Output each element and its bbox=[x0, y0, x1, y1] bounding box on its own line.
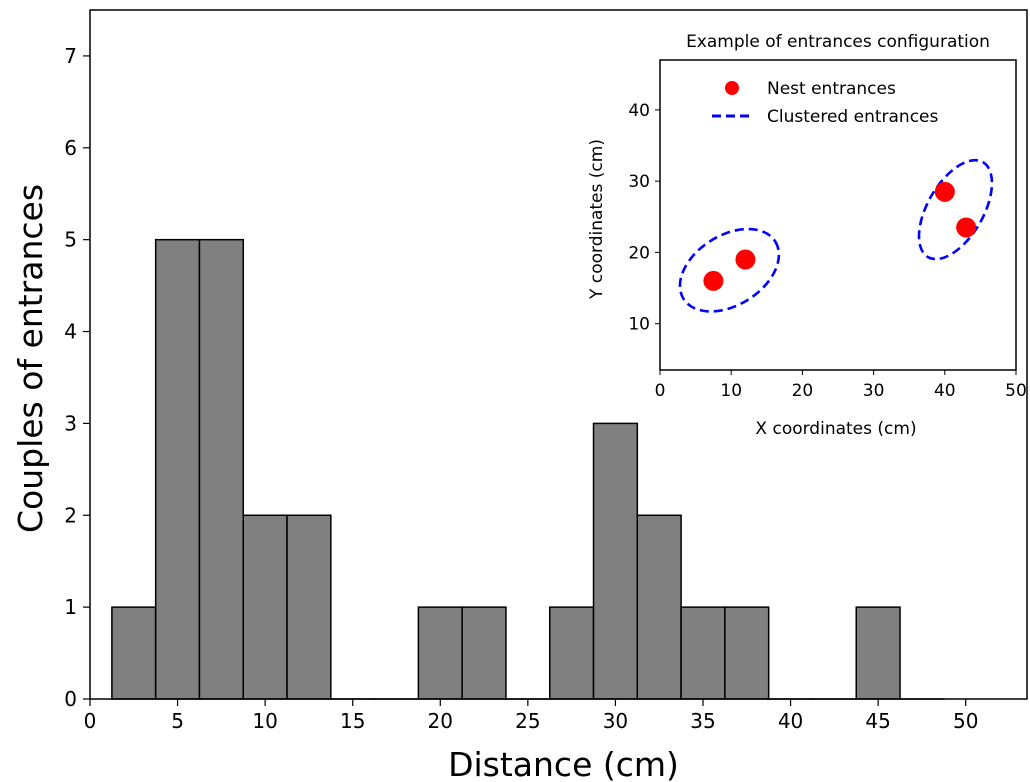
main-x-tick-label: 35 bbox=[690, 709, 715, 733]
main-x-tick-label: 50 bbox=[953, 709, 978, 733]
legend-label-clustered-entrances: Clustered entrances bbox=[767, 107, 939, 127]
histogram-bar bbox=[855, 606, 901, 700]
inset-x-tick-label: 40 bbox=[934, 381, 956, 401]
legend-marker-nest-entrances bbox=[725, 81, 739, 95]
histogram-bars bbox=[111, 238, 945, 700]
inset-x-ticks: 0 10 20 30 40 50 bbox=[655, 370, 1027, 401]
main-y-tick-label: 0 bbox=[64, 687, 77, 711]
inset-y-ticks: 10 20 30 40 bbox=[628, 101, 660, 335]
inset-title: Example of entrances configuration bbox=[686, 32, 990, 52]
histogram-bar bbox=[154, 238, 201, 700]
cluster-ellipses bbox=[678, 158, 994, 313]
inset-y-tick-label: 40 bbox=[628, 101, 650, 121]
inset-y-axis-label: Y coordinates (cm) bbox=[587, 139, 607, 300]
main-axes-frame bbox=[89, 9, 1028, 700]
main-y-tick-label: 1 bbox=[64, 595, 77, 619]
main-x-tick-label: 45 bbox=[865, 709, 890, 733]
histogram-bar bbox=[636, 514, 682, 700]
histogram-bar bbox=[198, 238, 244, 700]
histogram-bar bbox=[680, 606, 726, 700]
nest-entrance-point bbox=[735, 249, 756, 270]
main-x-tick-label: 10 bbox=[252, 709, 277, 733]
histogram-bar bbox=[592, 422, 639, 700]
main-x-tick-label: 0 bbox=[84, 709, 97, 733]
cluster-ellipse bbox=[917, 158, 994, 261]
main-x-tick-label: 25 bbox=[515, 709, 540, 733]
inset-x-tick-label: 0 bbox=[655, 381, 666, 401]
main-x-tick-label: 40 bbox=[778, 709, 803, 733]
histogram-bar bbox=[286, 514, 332, 700]
histogram-bar bbox=[242, 514, 288, 700]
main-x-tick-label: 5 bbox=[171, 709, 184, 733]
nest-entrance-point bbox=[956, 217, 977, 238]
main-y-tick-label: 4 bbox=[64, 320, 77, 344]
main-x-tick-label: 30 bbox=[603, 709, 628, 733]
main-y-tick-label: 5 bbox=[64, 228, 77, 252]
inset-axes-frame bbox=[659, 59, 1017, 371]
main-y-tick-label: 3 bbox=[64, 411, 77, 435]
histogram-bar bbox=[461, 606, 507, 700]
inset-x-tick-label: 20 bbox=[792, 381, 814, 401]
inset-x-axis-label: X coordinates (cm) bbox=[755, 419, 916, 439]
histogram-bar bbox=[417, 606, 463, 700]
main-x-tick-label: 20 bbox=[428, 709, 453, 733]
inset-x-tick-label: 30 bbox=[863, 381, 885, 401]
histogram-bar bbox=[111, 606, 157, 700]
inset-y-tick-label: 30 bbox=[628, 172, 650, 192]
cluster-ellipse bbox=[678, 227, 781, 313]
main-y-tick-label: 2 bbox=[64, 503, 77, 527]
main-y-tick-label: 7 bbox=[64, 44, 77, 68]
inset-y-tick-label: 10 bbox=[628, 315, 650, 335]
legend-label-nest-entrances: Nest entrances bbox=[767, 79, 896, 99]
inset-x-tick-label: 10 bbox=[720, 381, 742, 401]
inset-background bbox=[660, 60, 1016, 370]
nest-entrance-point bbox=[703, 270, 724, 291]
histogram-bar bbox=[548, 606, 595, 700]
main-y-axis-label: Couples of entrances bbox=[11, 184, 50, 533]
inset-x-tick-label: 50 bbox=[1005, 381, 1027, 401]
inset-y-tick-label: 20 bbox=[628, 243, 650, 263]
main-y-ticks: 0 1 2 3 4 5 6 7 bbox=[64, 44, 90, 711]
inset-legend: Nest entrances Clustered entrances bbox=[712, 79, 939, 127]
nest-entrance-points bbox=[703, 181, 977, 291]
nest-entrance-point bbox=[934, 181, 955, 202]
main-x-axis-label: Distance (cm) bbox=[448, 745, 679, 782]
histogram-bar bbox=[724, 606, 770, 700]
main-y-tick-label: 6 bbox=[64, 136, 77, 160]
inset-plot: 0 10 20 30 40 50 10 20 30 40 Example of entrance… bbox=[587, 32, 1027, 439]
main-x-tick-label: 15 bbox=[340, 709, 365, 733]
main-x-ticks: 0 5 10 15 20 25 30 35 40 45 50 bbox=[84, 699, 978, 733]
